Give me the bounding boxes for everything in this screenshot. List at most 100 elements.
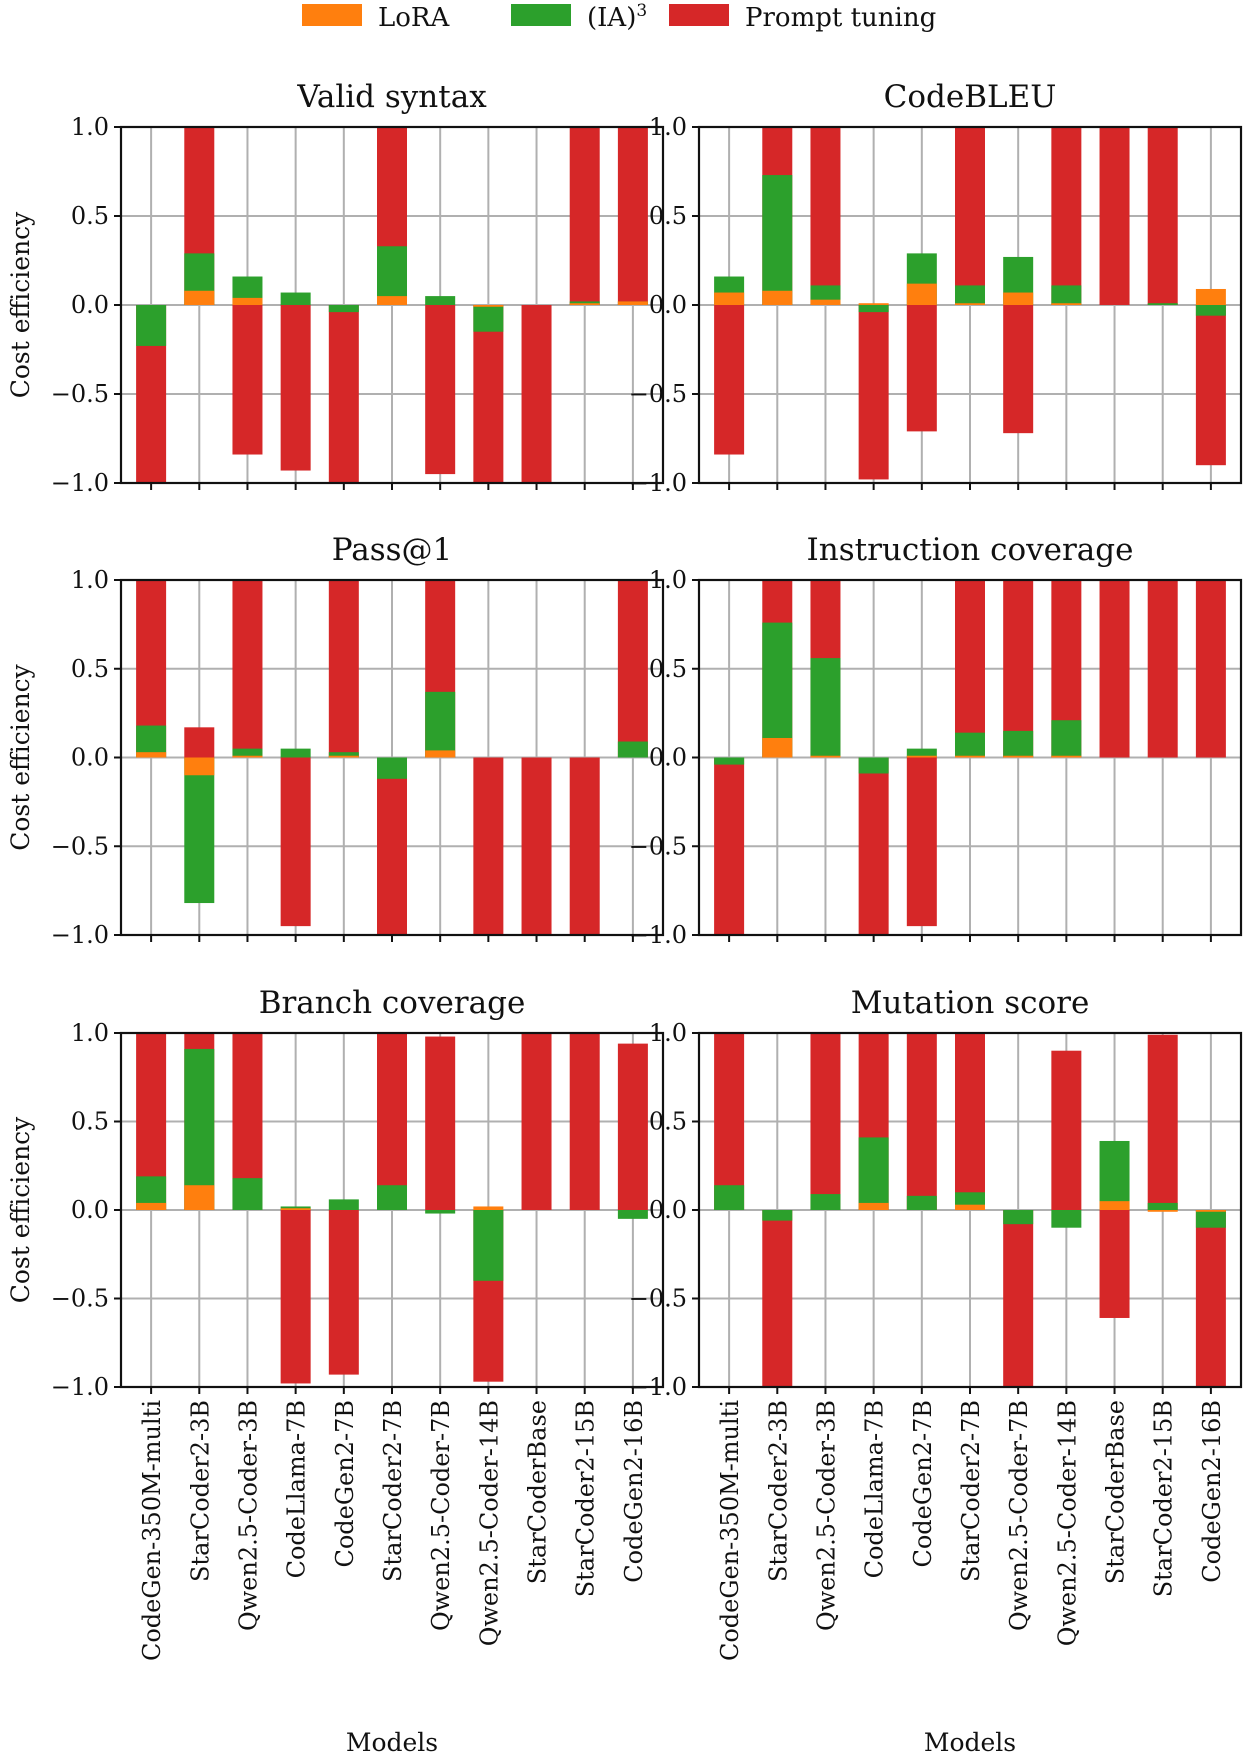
- bar-ia3-5: [955, 732, 985, 758]
- bar-prompt-tuning-9: [569, 757, 600, 935]
- bar-prompt-tuning-9: [569, 1033, 600, 1210]
- panel-title: Instruction coverage: [807, 532, 1134, 568]
- bar-lora-3: [280, 1208, 311, 1210]
- legend-label-1: (IA)3: [587, 1, 647, 33]
- panel-title: Branch coverage: [259, 985, 526, 1021]
- bar-lora-8: [1099, 1201, 1130, 1210]
- bar-ia3-10: [617, 741, 648, 758]
- legend-swatch-0: [302, 4, 362, 26]
- xtick-label: StarCoder2-3B: [764, 1400, 792, 1582]
- ytick-label: −1.0: [629, 1373, 687, 1401]
- ytick-label: −1.0: [51, 1373, 109, 1401]
- bar-lora-1: [762, 290, 793, 305]
- xtick-label: CodeGen-350M-multi: [138, 1400, 166, 1661]
- xtick-label: Qwen2.5-Coder-14B: [475, 1400, 503, 1646]
- bar-prompt-tuning-8: [521, 305, 552, 483]
- bar-ia3-7: [1051, 1210, 1082, 1228]
- bar-prompt-tuning-3: [280, 1210, 311, 1384]
- bar-prompt-tuning-6: [425, 305, 456, 475]
- bar-ia3-1: [762, 622, 793, 758]
- legend-sup: 3: [636, 1, 647, 21]
- bar-ia3-3: [858, 757, 889, 774]
- xtick-label: StarCoder2-15B: [572, 1400, 600, 1597]
- y-axis-label: Cost efficiency: [6, 211, 35, 398]
- xtick-label: StarCoder2-7B: [379, 1400, 407, 1582]
- bar-lora-5: [955, 755, 985, 758]
- ytick-label: 1.0: [71, 113, 109, 141]
- bar-lora-1: [184, 757, 215, 776]
- xtick-label: CodeLlama-7B: [861, 1400, 889, 1578]
- bar-ia3-3: [858, 305, 889, 313]
- bar-ia3-4: [906, 1195, 937, 1210]
- ytick-label: −0.5: [51, 832, 109, 860]
- bar-ia3-0: [136, 305, 167, 346]
- bar-prompt-tuning-3: [280, 757, 311, 927]
- panel-3: 1.0 0.5 0.0 −0.5 −1.0 Instruction coverage: [629, 532, 1243, 949]
- bar-lora-2: [810, 299, 841, 305]
- xtick-label: CodeGen2-7B: [909, 1400, 937, 1568]
- bar-prompt-tuning-10: [1195, 580, 1226, 758]
- legend-label-0: LoRA: [378, 3, 450, 33]
- bar-prompt-tuning-3: [858, 757, 889, 935]
- ytick-label: 0.5: [649, 1108, 687, 1136]
- xtick-label: Qwen2.5-Coder-3B: [234, 1400, 262, 1631]
- bar-prompt-tuning-7: [1051, 1050, 1082, 1210]
- bar-prompt-tuning-9: [1147, 580, 1178, 758]
- bar-ia3-10: [1195, 1210, 1226, 1228]
- bar-lora-1: [184, 1185, 215, 1210]
- bar-lora-2: [232, 297, 263, 305]
- bar-prompt-tuning-10: [617, 127, 648, 305]
- bar-lora-10: [1195, 288, 1226, 305]
- bar-ia3-0: [714, 757, 745, 765]
- bar-ia3-6: [425, 691, 456, 758]
- ytick-label: 0.0: [71, 744, 109, 772]
- panel-title: Pass@1: [332, 532, 453, 568]
- ytick-label: 1.0: [71, 1019, 109, 1047]
- ytick-label: 0.5: [71, 1108, 109, 1136]
- bar-prompt-tuning-2: [810, 127, 841, 305]
- xtick-label: StarCoder2-7B: [957, 1400, 985, 1582]
- bar-lora-0: [136, 752, 167, 758]
- bar-prompt-tuning-9: [1147, 127, 1178, 305]
- bar-ia3-7: [473, 1210, 504, 1281]
- xtick-label: Qwen2.5-Coder-3B: [812, 1400, 840, 1631]
- panel-0: 1.0 0.5 0.0 −0.5 −1.0 Valid syntax Cost effici…: [6, 79, 665, 497]
- bar-ia3-1: [762, 175, 793, 305]
- ytick-label: −1.0: [51, 469, 109, 497]
- panel-4: 1.0 0.5 0.0 −0.5 −1.0 Branch coverage Cost eff…: [6, 985, 665, 1757]
- bar-lora-0: [714, 292, 745, 305]
- panel-1: 1.0 0.5 0.0 −0.5 −1.0 CodeBLEU: [629, 79, 1243, 497]
- bar-prompt-tuning-10: [1195, 1210, 1226, 1387]
- xtick-label: StarCoderBase: [524, 1400, 552, 1584]
- bar-lora-3: [858, 303, 889, 305]
- axes-frame: [119, 125, 665, 485]
- bar-ia3-10: [617, 1210, 648, 1219]
- bar-prompt-tuning-3: [280, 305, 311, 471]
- bar-prompt-tuning-8: [521, 1033, 552, 1210]
- bar-prompt-tuning-1: [762, 1210, 793, 1387]
- bar-lora-4: [328, 755, 359, 758]
- bar-prompt-tuning-5: [955, 1033, 985, 1210]
- ytick-label: 0.5: [649, 655, 687, 683]
- bar-lora-4: [906, 283, 937, 305]
- xtick-label: CodeGen2-16B: [1198, 1400, 1226, 1583]
- ytick-label: 0.5: [649, 202, 687, 230]
- bar-lora-0: [136, 1202, 167, 1210]
- bar-ia3-4: [328, 752, 359, 758]
- bar-lora-3: [858, 1202, 889, 1210]
- xtick-label: CodeLlama-7B: [283, 1400, 311, 1578]
- bar-lora-4: [906, 755, 937, 758]
- xtick-label: StarCoder2-3B: [186, 1400, 214, 1582]
- xtick-label: CodeGen2-16B: [620, 1400, 648, 1583]
- legend: LoRA (IA)3 Prompt tuning: [302, 1, 936, 33]
- x-axis-label: Models: [924, 1728, 1016, 1757]
- bar-ia3-1: [184, 757, 215, 904]
- bar-ia3-7: [473, 305, 504, 332]
- ytick-label: 0.5: [71, 655, 109, 683]
- xtick-label: StarCoder2-15B: [1150, 1400, 1178, 1597]
- chart-panels: 1.0 0.5 0.0 −0.5 −1.0 Valid syntax Cost effici…: [6, 79, 1243, 1757]
- axes-frame: [119, 578, 665, 937]
- bar-ia3-6: [1003, 1210, 1034, 1225]
- bar-prompt-tuning-2: [232, 305, 263, 455]
